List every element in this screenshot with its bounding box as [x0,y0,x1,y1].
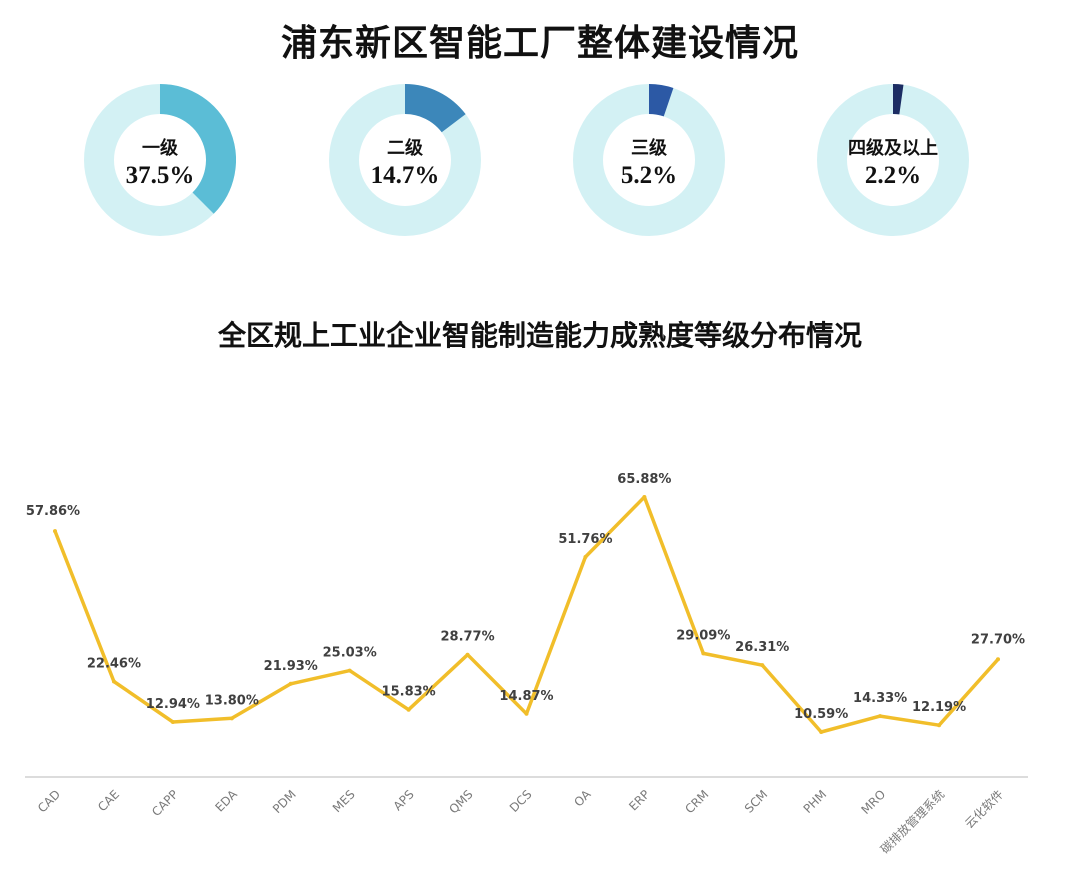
x-tick-label: CAE [95,787,122,814]
donut-ring [329,84,481,236]
donut-segment [159,84,236,214]
x-tick-label: APS [391,787,417,813]
data-label: 29.09% [676,628,730,643]
x-tick-label: QMS [446,787,475,816]
donut-segment [648,84,674,117]
line-chart: 57.86% CAD 22.46% CAE 12.94% CAPP 13.80% EDA 21.… [25,472,1028,857]
x-tick-label: CRM [682,787,711,816]
x-tick-label: MES [330,787,358,815]
data-point [760,663,765,668]
donut-ring [817,84,969,236]
page-title: 浦东新区智能工厂整体建设情况 [280,23,799,64]
x-tick-label: PDM [270,787,299,816]
donut-label: 三级 [631,138,667,159]
data-point [642,495,647,500]
donut-value: 14.7% [370,162,440,189]
section-title: 全区规上工业企业智能制造能力成熟度等级分布情况 [217,319,862,352]
donut-level-4: 四级及以上 2.2% [817,84,969,236]
data-point [53,529,57,534]
x-tick-label: MRO [858,787,888,817]
data-point [878,714,883,719]
donut-ring [84,84,236,236]
donut-ring [573,84,725,236]
data-label: 12.19% [912,700,966,715]
data-label: 13.80% [205,693,259,708]
donut-value: 5.2% [620,162,678,189]
x-tick-label: CAD [35,787,63,815]
data-label: 65.88% [617,472,671,487]
x-tick-label: 云化软件 [962,787,1006,831]
x-tick-label: ERP [626,787,652,813]
data-label: 14.33% [853,691,907,706]
data-label: 28.77% [440,630,494,645]
data-label: 51.76% [558,532,612,547]
data-point [583,555,588,560]
donut-label: 二级 [387,138,423,159]
donut-segment [404,84,466,133]
data-label: 10.59% [794,707,848,722]
donut-level-3: 三级 5.2% [573,84,725,236]
x-tick-label: SCM [742,787,771,816]
donut-label: 四级及以上 [848,138,938,159]
data-point [288,681,293,686]
data-point [996,657,1000,662]
x-tick-label: OA [571,787,594,810]
x-tick-label: CAPP [149,787,181,819]
donut-label: 一级 [142,138,178,159]
donut-ring-bg [573,84,725,236]
data-point [111,679,116,684]
data-point [937,723,942,728]
x-tick-label: DCS [507,787,535,815]
donut-segment [892,84,904,115]
data-label: 14.87% [499,689,553,704]
data-label: 15.83% [382,685,436,700]
data-point [465,652,470,657]
data-label: 12.94% [146,697,200,712]
data-point [347,668,352,673]
data-point [170,720,175,725]
donut-level-2: 二级 14.7% [329,84,481,236]
data-point [819,729,824,734]
data-point [701,651,706,656]
data-label: 57.86% [26,504,80,519]
data-point [229,716,234,721]
data-label: 26.31% [735,640,789,655]
data-label: 21.93% [264,659,318,674]
donut-ring-bg [817,84,969,236]
data-label: 27.70% [971,632,1025,647]
data-point [524,711,529,716]
donut-value: 37.5% [125,162,195,189]
x-tick-label: PHM [801,787,830,816]
donut-level-1: 一级 37.5% [84,84,236,236]
donut-value: 2.2% [864,162,922,189]
x-tick-label: EDA [212,787,240,815]
data-label: 25.03% [323,646,377,661]
data-point [406,707,411,712]
data-label: 22.46% [87,657,141,672]
